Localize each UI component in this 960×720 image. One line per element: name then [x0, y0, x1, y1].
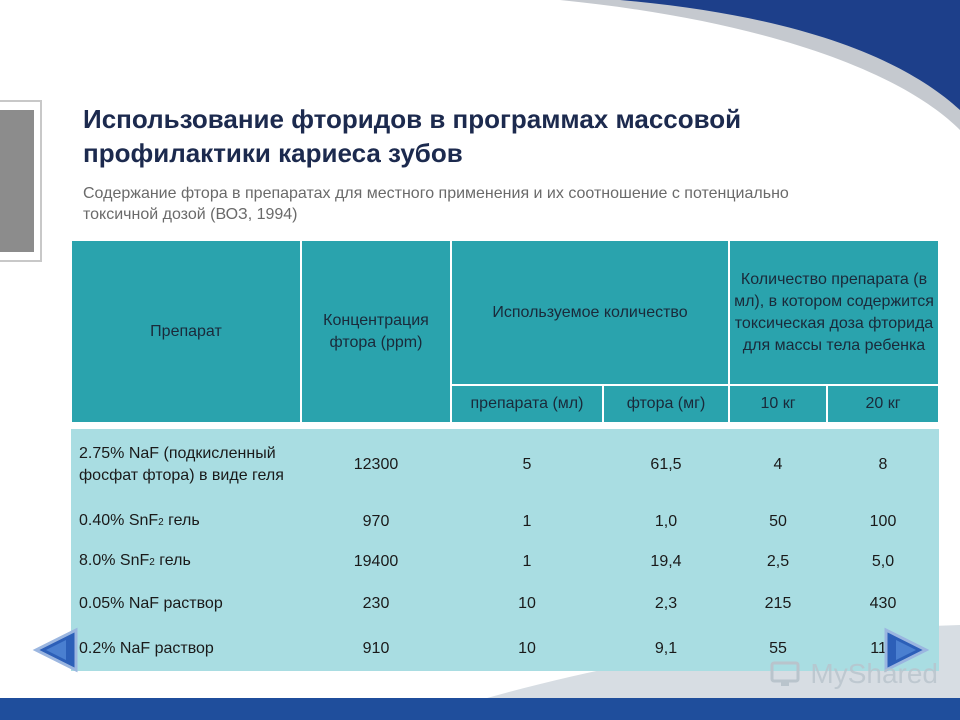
cell-preparation: 0.2% NaF раствор	[71, 626, 301, 671]
cell-fluor-mg: 61,5	[603, 429, 729, 501]
cell-concentration: 230	[301, 581, 451, 626]
header-decoration	[560, 0, 960, 130]
cell-20kg: 430	[827, 581, 939, 626]
cell-preparation: 0.05% NaF раствор	[71, 581, 301, 626]
table-row: 0.05% NaF раствор 230 10 2,3 215 430	[71, 581, 939, 626]
cell-concentration: 12300	[301, 429, 451, 501]
header-concentration: Концентрация фтора (ppm)	[300, 239, 452, 424]
cell-fluor-mg: 19,4	[603, 543, 729, 581]
cell-fluor-mg: 1,0	[603, 501, 729, 543]
preparation-name: 0.40% SnF	[79, 512, 159, 529]
table-row: 2.75% NaF (подкисленный фосфат фтора) в …	[71, 429, 939, 501]
table-row: 8.0% SnF2 гель 19400 1 19,4 2,5 5,0	[71, 543, 939, 581]
cell-prep-ml: 1	[451, 501, 603, 543]
subscript: 2	[158, 517, 164, 528]
cell-20kg: 8	[827, 429, 939, 501]
cell-preparation: 8.0% SnF2 гель	[71, 543, 301, 581]
header-toxic-amount: Количество препарата (в мл), в котором с…	[728, 239, 940, 386]
cell-10kg: 50	[729, 501, 827, 543]
cell-prep-ml: 10	[451, 581, 603, 626]
cell-concentration: 19400	[301, 543, 451, 581]
table-row: 0.2% NaF раствор 910 10 9,1 55 110	[71, 626, 939, 671]
header-10kg: 10 кг	[728, 384, 828, 424]
cell-concentration: 970	[301, 501, 451, 543]
cell-preparation: 2.75% NaF (подкисленный фосфат фтора) в …	[71, 429, 301, 501]
cell-prep-ml: 5	[451, 429, 603, 501]
arrow-left-icon	[32, 627, 78, 673]
cell-10kg: 215	[729, 581, 827, 626]
slide-title: Использование фторидов в программах масс…	[83, 104, 742, 168]
header-preparation: Препарат	[70, 239, 302, 424]
header-used-amount: Используемое количество	[450, 239, 730, 386]
cell-10kg: 4	[729, 429, 827, 501]
slide-subtitle: Содержание фтора в препаратах для местно…	[83, 185, 789, 223]
left-block-decoration	[0, 110, 34, 252]
preparation-name: 8.0% SnF	[79, 552, 150, 569]
preparation-form: гель	[154, 552, 191, 569]
cell-fluor-mg: 9,1	[603, 626, 729, 671]
cell-preparation: 0.40% SnF2 гель	[71, 501, 301, 543]
table-row: 0.40% SnF2 гель 970 1 1,0 50 100	[71, 501, 939, 543]
cell-20kg: 100	[827, 501, 939, 543]
header-prep-ml: препарата (мл)	[450, 384, 604, 424]
fluoride-table: Препарат Концентрация фтора (ppm) Исполь…	[70, 239, 940, 671]
footer-bar	[0, 698, 960, 720]
preparation-form: гель	[163, 512, 200, 529]
header-fluor-mg: фтора (мг)	[602, 384, 730, 424]
cell-fluor-mg: 2,3	[603, 581, 729, 626]
next-slide-button[interactable]	[882, 626, 930, 674]
previous-slide-button[interactable]	[32, 626, 80, 674]
header-20kg: 20 кг	[826, 384, 940, 424]
cell-concentration: 910	[301, 626, 451, 671]
watermark-text: MyShared	[810, 658, 938, 689]
cell-prep-ml: 1	[451, 543, 603, 581]
cell-20kg: 5,0	[827, 543, 939, 581]
arrow-right-icon	[884, 627, 930, 673]
cell-10kg: 2,5	[729, 543, 827, 581]
subscript: 2	[149, 557, 155, 568]
cell-prep-ml: 10	[451, 626, 603, 671]
watermark-logo-icon	[770, 661, 800, 686]
